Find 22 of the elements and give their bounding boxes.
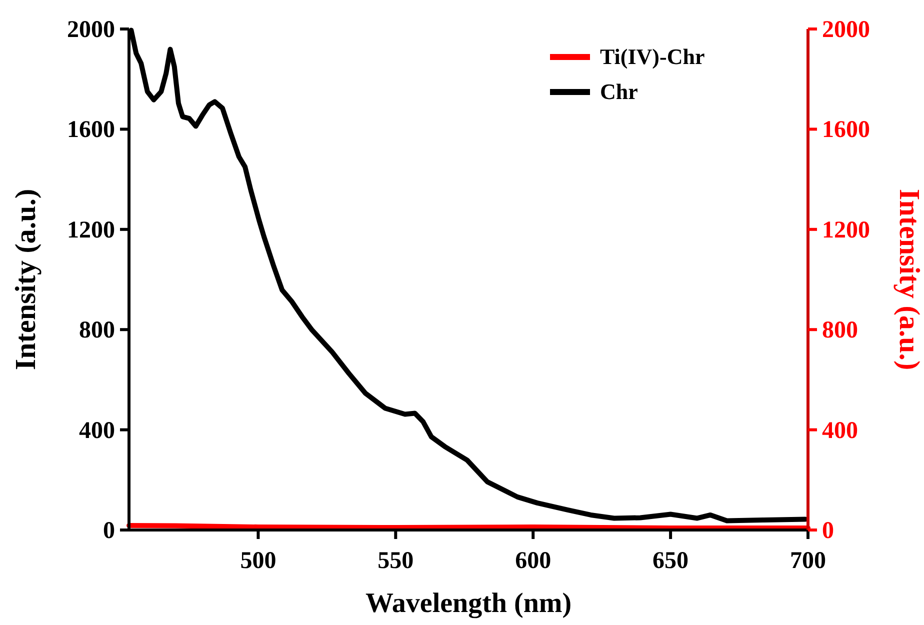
y-tick-label: 2000 (67, 17, 115, 43)
y-tick-label: 1200 (67, 217, 115, 244)
y2-tick-label: 0 (822, 518, 834, 544)
y-tick-label: 800 (79, 318, 115, 344)
x-tick-label: 550 (378, 548, 414, 574)
y2-tick-label: 400 (822, 418, 858, 444)
y2-tick-label: 1200 (822, 217, 870, 244)
legend-label: Ti(IV)-Chr (600, 44, 705, 69)
y2-tick-label: 1600 (822, 117, 870, 144)
legend-label: Chr (600, 79, 638, 104)
y-tick-label: 400 (79, 418, 115, 444)
x-tick-label: 700 (790, 548, 826, 574)
y-tick-label: 1600 (67, 117, 115, 144)
y2-tick-label: 2000 (822, 17, 870, 43)
y-axis-title: Intensity (a.u.) (10, 188, 42, 370)
y-tick-label: 0 (103, 518, 115, 544)
x-tick-label: 500 (240, 548, 276, 574)
x-axis-title: Wavelength (nm) (365, 588, 572, 619)
y2-axis-title: Intensity (a.u.) (893, 188, 924, 370)
x-tick-label: 650 (652, 548, 689, 574)
y2-tick-label: 800 (822, 318, 858, 344)
x-tick-label: 600 (515, 548, 552, 574)
